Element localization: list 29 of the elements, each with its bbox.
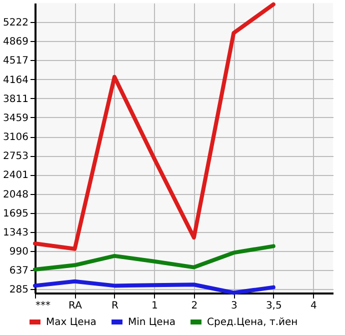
y-tick-label: 2048: [3, 189, 28, 200]
y-tick-label: 3459: [3, 112, 28, 124]
x-tick-label: R: [111, 300, 118, 312]
y-tick-label: 3106: [3, 132, 28, 144]
y-tick-label: 4517: [3, 56, 28, 67]
line-series: [33, 244, 276, 272]
y-tick-label: 4164: [3, 74, 28, 86]
y-tick-label: 3811: [3, 94, 28, 105]
y-tick-label: 5222: [3, 18, 28, 29]
x-tick-label: 3,5: [266, 300, 282, 312]
x-tick-label: 1: [152, 300, 158, 312]
line-series: [33, 279, 276, 295]
y-tick-label: 637: [9, 266, 28, 277]
x-tick-label: 4: [310, 300, 317, 312]
y-tick-label: 990: [9, 246, 28, 258]
y-tick-label: 1695: [3, 208, 28, 220]
y-tick-label: 1343: [3, 227, 28, 238]
y-tick-label: 285: [9, 284, 28, 296]
x-tick-label: ***: [36, 300, 50, 312]
x-tick-label: 3: [230, 300, 238, 312]
y-tick-label: 2401: [3, 170, 28, 182]
legend-label: Min Цена: [128, 317, 176, 328]
line-series: [33, 2, 276, 251]
y-tick-label: 4869: [3, 36, 28, 48]
legend-label: Сред.Цена, т.йен: [207, 317, 298, 328]
y-tick-label: 2753: [3, 151, 28, 162]
legend-label: Max Цена: [46, 317, 96, 328]
x-tick-label: RA: [68, 300, 82, 312]
x-tick-label: 2: [191, 300, 198, 312]
